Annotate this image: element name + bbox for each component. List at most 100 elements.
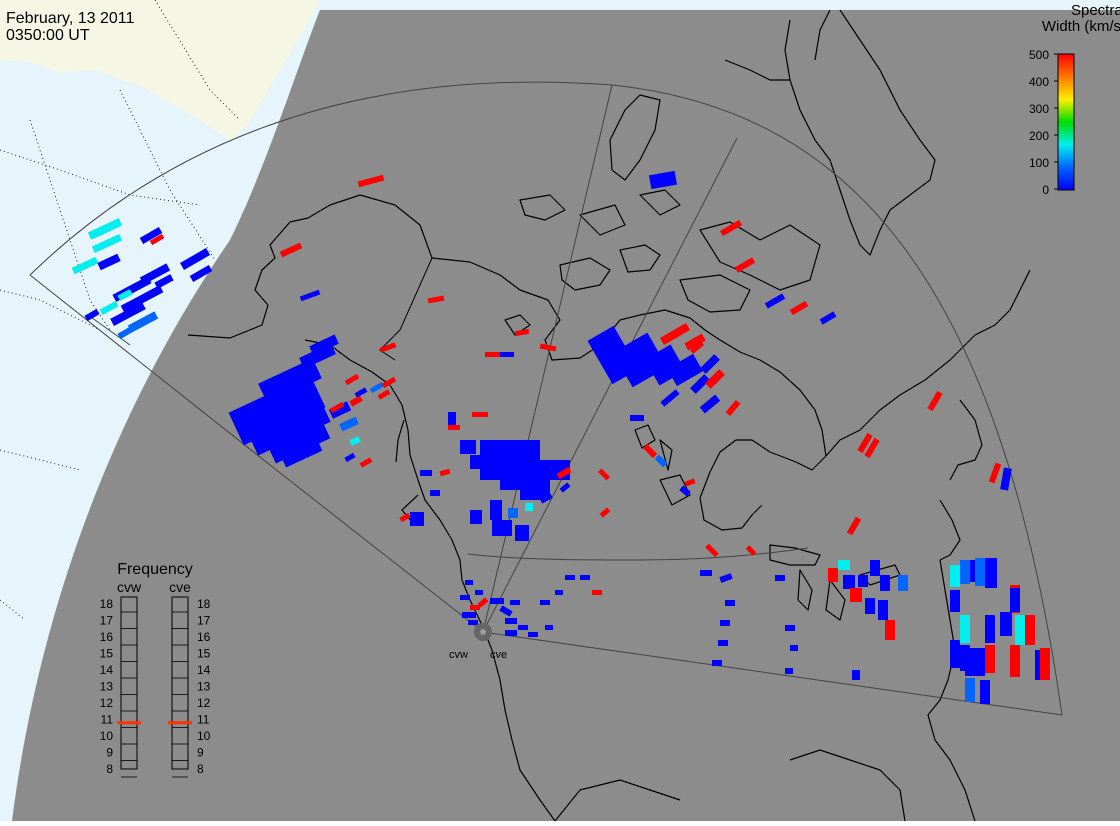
scatter-cell-high bbox=[344, 373, 360, 386]
frequency-title: Frequency bbox=[117, 561, 193, 578]
scatter-cell-low bbox=[660, 389, 680, 407]
scatter-cell-high bbox=[279, 242, 303, 258]
frequency-tick-right: 13 bbox=[197, 680, 211, 694]
scatter-cell-mid bbox=[91, 233, 123, 254]
scatter-cell-high bbox=[539, 343, 557, 352]
scatter-cell-low-mid bbox=[127, 311, 159, 333]
frequency-tick-left: 10 bbox=[100, 729, 114, 743]
land-outside-projection bbox=[0, 0, 320, 140]
scatter-cell-low bbox=[965, 648, 985, 676]
scatter-cell-low bbox=[97, 253, 121, 271]
scatter-cell-low bbox=[555, 590, 563, 595]
scatter-cell-low bbox=[520, 480, 550, 500]
scatter-cell-low bbox=[700, 354, 720, 374]
site-label-cve: cve bbox=[490, 649, 507, 661]
scatter-cell-high bbox=[642, 443, 658, 459]
frequency-column-left bbox=[120, 596, 138, 770]
scatter-cell-low bbox=[690, 374, 710, 394]
scatter-cell-mid bbox=[71, 256, 99, 275]
graticule bbox=[0, 0, 241, 621]
scatter-cell-low bbox=[1010, 588, 1020, 612]
scatter-cell-high bbox=[828, 568, 838, 582]
colorbar-title-line1: Spectral bbox=[1071, 2, 1120, 19]
frequency-tick-left: 14 bbox=[100, 663, 114, 677]
scatter-cell-low bbox=[878, 600, 888, 620]
frequency-tick-left: 12 bbox=[100, 696, 114, 710]
scatter-cell-low bbox=[865, 598, 875, 614]
scatter-cell-low bbox=[843, 575, 855, 589]
scatter-cell-low bbox=[852, 670, 860, 680]
scatter-cell-low bbox=[139, 226, 163, 245]
scatter-cell-low bbox=[699, 394, 721, 414]
frequency-tick-right: 16 bbox=[197, 630, 211, 644]
scatter-cell-low bbox=[505, 618, 517, 624]
scatter-cell-mid bbox=[87, 218, 123, 240]
coastlines bbox=[187, 9, 1031, 822]
frequency-tick-right: 15 bbox=[197, 647, 211, 661]
scatter-cell-high bbox=[745, 545, 757, 556]
colorbar-tick-label: 500 bbox=[1029, 48, 1049, 62]
scatter-cell-low bbox=[154, 274, 174, 289]
scatter-cell-low bbox=[490, 598, 504, 604]
scatter-cell-low bbox=[490, 500, 502, 520]
scatter-cell-low bbox=[980, 680, 990, 704]
scatter-cell-high bbox=[927, 390, 943, 412]
scatter-cell-low-mid bbox=[508, 508, 518, 518]
scatter-cell-low-mid bbox=[960, 560, 970, 584]
scatter-cell-high bbox=[149, 233, 165, 246]
scatter-cell-high bbox=[684, 333, 706, 351]
scatter-cell-low bbox=[420, 470, 432, 476]
frequency-column-right bbox=[171, 596, 189, 770]
scatter-cell-low bbox=[667, 353, 703, 387]
scatter-cell-low bbox=[775, 575, 785, 581]
scatter-cell-low bbox=[460, 440, 476, 454]
timestamp: February, 13 2011 0350:00 UT bbox=[6, 10, 134, 44]
scatter-cell-high bbox=[592, 590, 602, 595]
scatter-cell-mid bbox=[117, 289, 133, 301]
scatter-cell-low bbox=[465, 580, 473, 585]
scatter-cell-high bbox=[705, 369, 725, 389]
fov-inner-arc bbox=[467, 547, 809, 561]
colorbar-tick-label: 400 bbox=[1029, 75, 1049, 89]
colorbar-tick-label: 300 bbox=[1029, 102, 1049, 116]
scatter-cell-low bbox=[460, 595, 470, 600]
scatter-cell-low bbox=[764, 293, 786, 309]
frequency-tick-left: 17 bbox=[100, 614, 114, 628]
scatter-cell-low bbox=[712, 660, 722, 666]
scatter-cell-high bbox=[556, 466, 572, 480]
scatter-cell-low bbox=[110, 302, 146, 326]
scatter-cell-high bbox=[1025, 615, 1035, 645]
scatter-cell-high bbox=[597, 468, 611, 481]
scatter-cell-high bbox=[599, 507, 611, 518]
scatter-cell-low bbox=[559, 482, 571, 493]
frequency-tick-right: 9 bbox=[197, 746, 204, 760]
scatter-cell-low bbox=[950, 640, 960, 668]
scatter-cell-low bbox=[720, 620, 730, 626]
scatter-cell-low bbox=[84, 308, 100, 322]
scatter-cell-low bbox=[354, 387, 368, 398]
scatter-cell-low bbox=[258, 358, 322, 404]
radar-scatter bbox=[71, 170, 1050, 704]
fov-west-left-edge bbox=[87, 314, 131, 346]
scatter-cell-high bbox=[381, 376, 397, 389]
scatter-cell-high bbox=[719, 219, 743, 237]
scatter-cell-low bbox=[1000, 612, 1012, 636]
scatter-cell-mid bbox=[525, 503, 533, 511]
frequency-tick-right: 10 bbox=[197, 729, 211, 743]
scatter-cell-high bbox=[357, 174, 385, 188]
scatter-cell-low bbox=[510, 600, 520, 605]
radar-fields-of-view bbox=[29, 81, 1063, 716]
scatter-cell-high bbox=[684, 478, 696, 487]
scatter-cell-low bbox=[505, 630, 517, 636]
scatter-cell-high bbox=[734, 257, 756, 273]
scatter-cell-low bbox=[328, 401, 352, 419]
frequency-tick-right: 18 bbox=[197, 597, 211, 611]
colorbar-tick-label: 200 bbox=[1029, 129, 1049, 143]
scatter-cell-high bbox=[690, 341, 704, 354]
scatter-cell-mid bbox=[349, 436, 361, 446]
scatter-cell-low-mid bbox=[975, 558, 985, 586]
frequency-panel: Frequency cvw cve 18 18 17 17 16 16 15 15 14 14 13… bbox=[100, 561, 211, 778]
scatter-cell-low bbox=[719, 573, 733, 583]
scatter-cell-low bbox=[528, 632, 538, 637]
scatter-cell-low bbox=[510, 440, 540, 460]
